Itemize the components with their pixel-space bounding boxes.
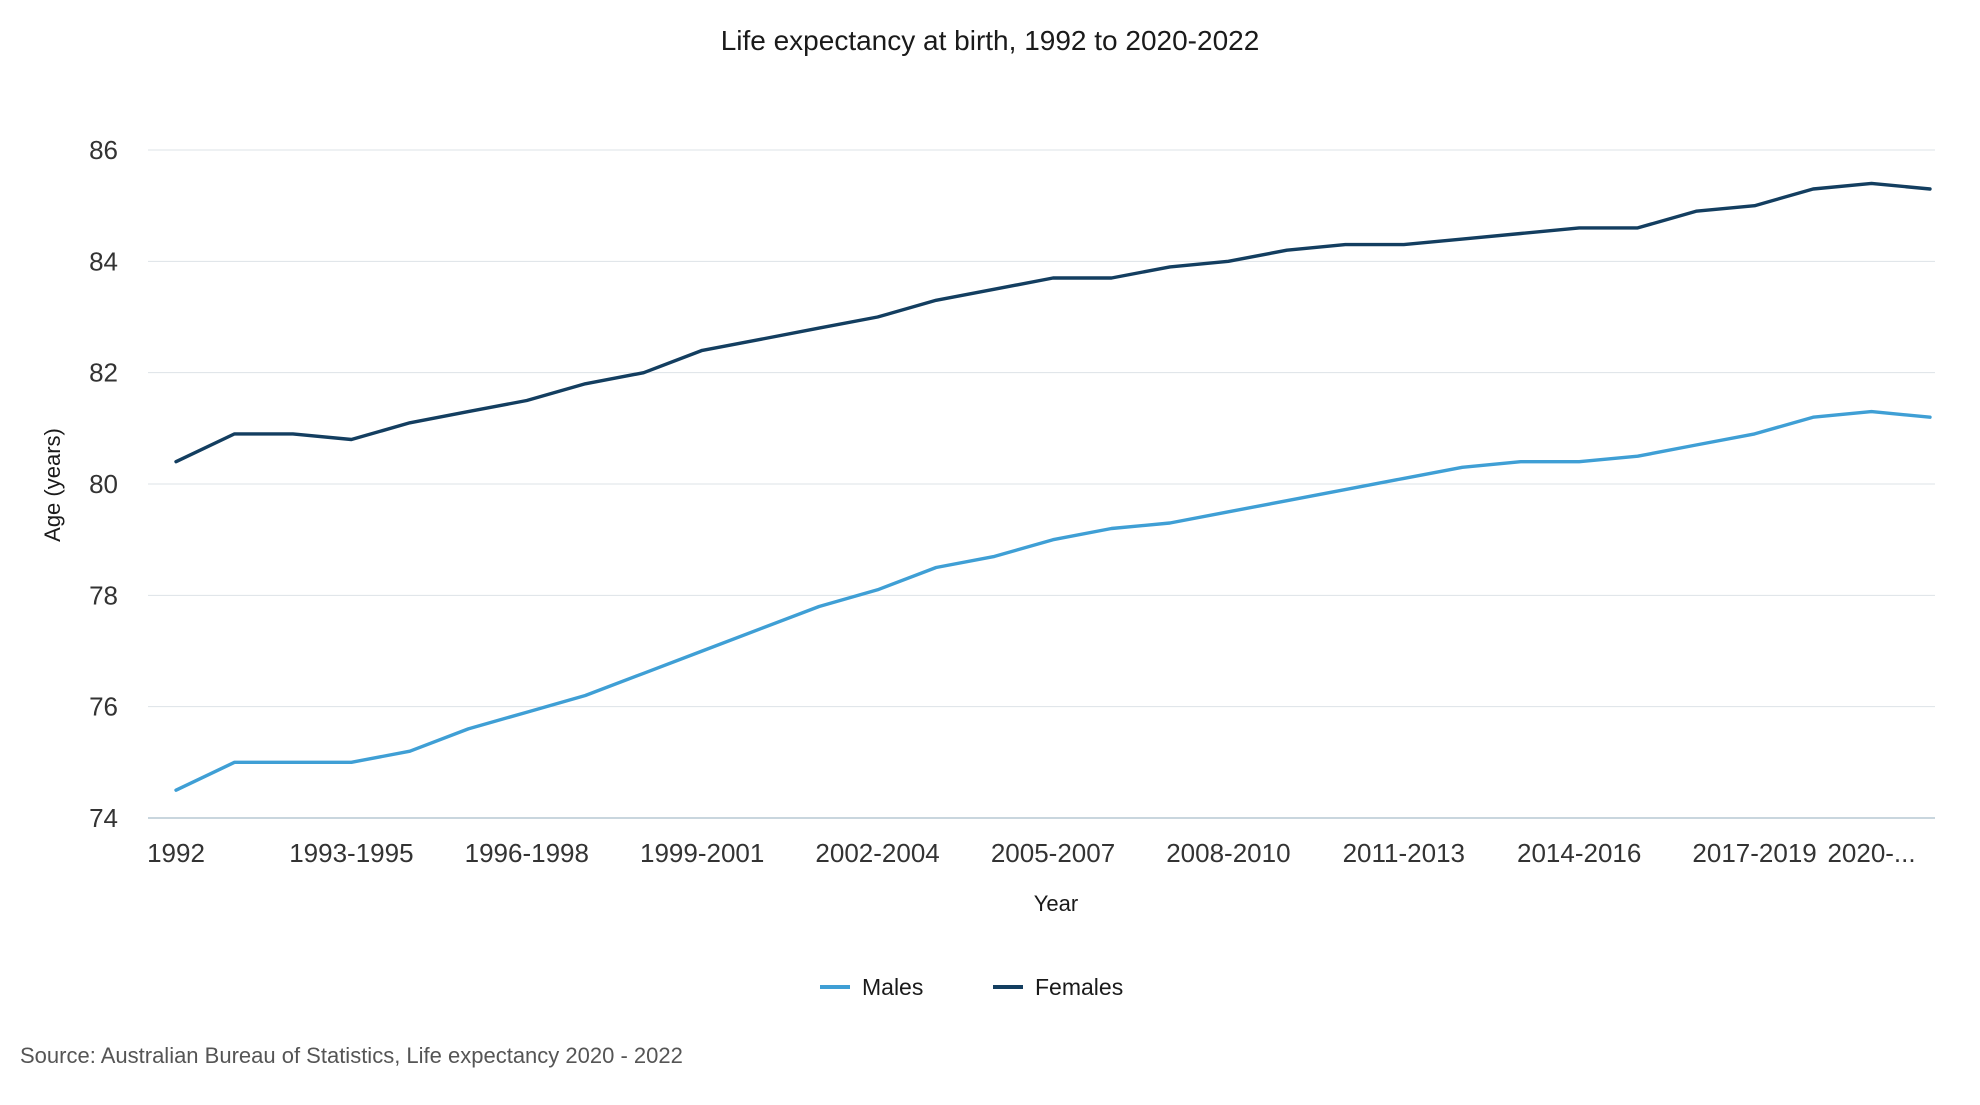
x-tick-label: 2002-2004: [815, 838, 939, 868]
x-axis-title: Year: [1034, 891, 1078, 916]
x-tick-label: 2011-2013: [1343, 838, 1465, 868]
x-tick-label: 1996-1998: [465, 838, 589, 868]
y-tick-label: 76: [89, 692, 118, 722]
x-tick-label: 2014-2016: [1517, 838, 1641, 868]
legend-label-males: Males: [862, 974, 923, 1000]
y-tick-label: 74: [89, 803, 118, 833]
x-tick-label: 2017-2019: [1692, 838, 1816, 868]
series-line-males: [174, 409, 1932, 792]
x-tick-label: 1999-2001: [640, 838, 764, 868]
y-tick-label: 80: [89, 469, 118, 499]
y-axis-title: Age (years): [40, 428, 65, 542]
chart-title: Life expectancy at birth, 1992 to 2020-2…: [721, 25, 1260, 56]
x-tick-label: 1992: [147, 838, 205, 868]
x-tick-label: 2008-2010: [1166, 838, 1290, 868]
y-tick-label: 84: [89, 246, 118, 276]
y-tick-label: 86: [89, 135, 118, 165]
x-tick-label: 1993-1995: [289, 838, 413, 868]
source-note: Source: Australian Bureau of Statistics,…: [20, 1043, 683, 1068]
y-axis-ticks: 74 76 78 80 82 84 86: [89, 135, 118, 833]
x-tick-label: 2020-...: [1827, 838, 1915, 868]
y-tick-label: 82: [89, 358, 118, 388]
x-axis-ticks: 1992 1993-1995 1996-1998 1999-2001 2002-2004…: [147, 838, 1916, 868]
legend: Males Females: [820, 974, 1123, 1000]
y-tick-label: 78: [89, 580, 118, 610]
legend-label-females: Females: [1035, 974, 1123, 1000]
series-lines: [174, 181, 1932, 792]
gridlines: [148, 149, 1935, 819]
x-tick-label: 2005-2007: [991, 838, 1115, 868]
series-line-females: [174, 181, 1932, 464]
